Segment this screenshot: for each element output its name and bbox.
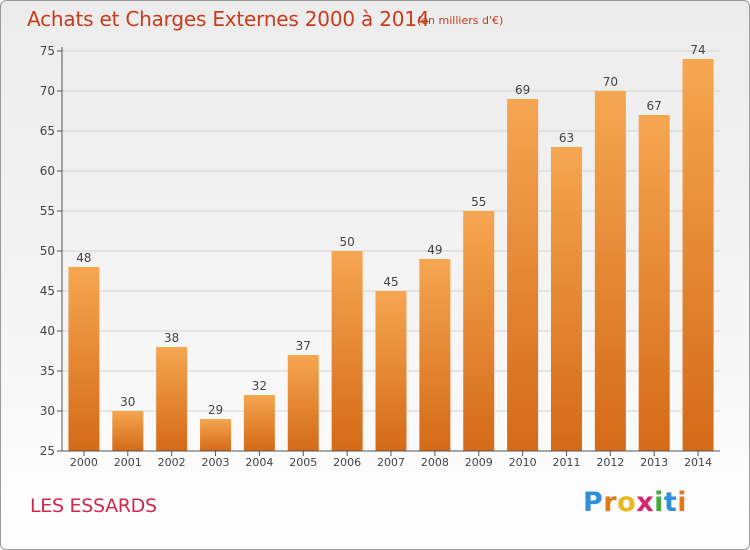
data-label: 48 [76,251,91,265]
y-tick-label: 25 [40,444,55,458]
data-label: 63 [559,131,574,145]
x-tick-label: 2001 [114,456,142,469]
y-tick-label: 60 [40,164,55,178]
x-tick-label: 2000 [70,456,98,469]
axes: 25 30 35 40 45 50 55 60 65 70 75 2000 2001 2002 2003 20… [40,44,720,469]
y-tick-label: 30 [40,404,55,418]
logo-letter: i [654,487,664,518]
bars [68,59,714,451]
data-label: 37 [296,339,311,353]
logo-letter: o [617,487,637,518]
x-tick-label: 2009 [465,456,493,469]
y-tick-label: 55 [40,204,55,218]
chart-subtitle: (en milliers d'€) [417,14,504,27]
x-tick-label: 2002 [158,456,186,469]
logo-letter: t [663,487,678,518]
y-tick-label: 35 [40,364,55,378]
logo-letter: P [583,487,604,518]
data-label: 30 [120,395,135,409]
x-tick-label: 2005 [289,456,317,469]
x-tick-label: 2012 [596,456,624,469]
bar [156,347,188,451]
data-label: 50 [339,235,354,249]
bar [331,251,363,451]
data-label: 70 [603,75,618,89]
bar [287,355,319,451]
bar [682,59,714,451]
bar [200,419,232,451]
bar [375,291,407,451]
x-tick-label: 2006 [333,456,361,469]
bar [243,395,275,451]
chart-title: Achats et Charges Externes 2000 à 2014 [27,7,430,31]
y-tick-label: 70 [40,84,55,98]
y-tick-label: 50 [40,244,55,258]
commune-name: LES ESSARDS [30,495,157,517]
x-tick-label: 2014 [684,456,712,469]
y-tick-label: 65 [40,124,55,138]
logo-letter: i [677,487,688,518]
proxiti-logo[interactable]: Proxiti [583,487,687,518]
data-label: 74 [690,43,705,57]
data-label: 67 [647,99,662,113]
logo-letter: x [636,487,655,518]
x-tick-label: 2013 [640,456,668,469]
bar [112,411,144,451]
data-label: 69 [515,83,530,97]
x-tick-label: 2010 [509,456,537,469]
bar [463,211,495,451]
bar [507,99,539,451]
x-tick-label: 2008 [421,456,449,469]
y-tick-label: 45 [40,284,55,298]
x-tick-label: 2004 [245,456,273,469]
y-tick-label: 40 [40,324,55,338]
data-label: 49 [427,243,442,257]
data-label: 29 [208,403,223,417]
bar [550,147,582,451]
bar [638,115,670,451]
data-labels: 48 30 38 29 32 37 50 45 49 55 69 63 70 67 74 [76,43,705,417]
data-label: 45 [383,275,398,289]
data-label: 38 [164,331,179,345]
logo-letter: r [603,487,618,518]
bar [594,91,626,451]
x-tick-label: 2011 [552,456,580,469]
y-tick-label: 75 [40,44,55,58]
bar [68,267,100,451]
data-label: 55 [471,195,486,209]
data-label: 32 [252,379,267,393]
x-tick-label: 2007 [377,456,405,469]
x-tick-label: 2003 [202,456,230,469]
bar [419,259,451,451]
